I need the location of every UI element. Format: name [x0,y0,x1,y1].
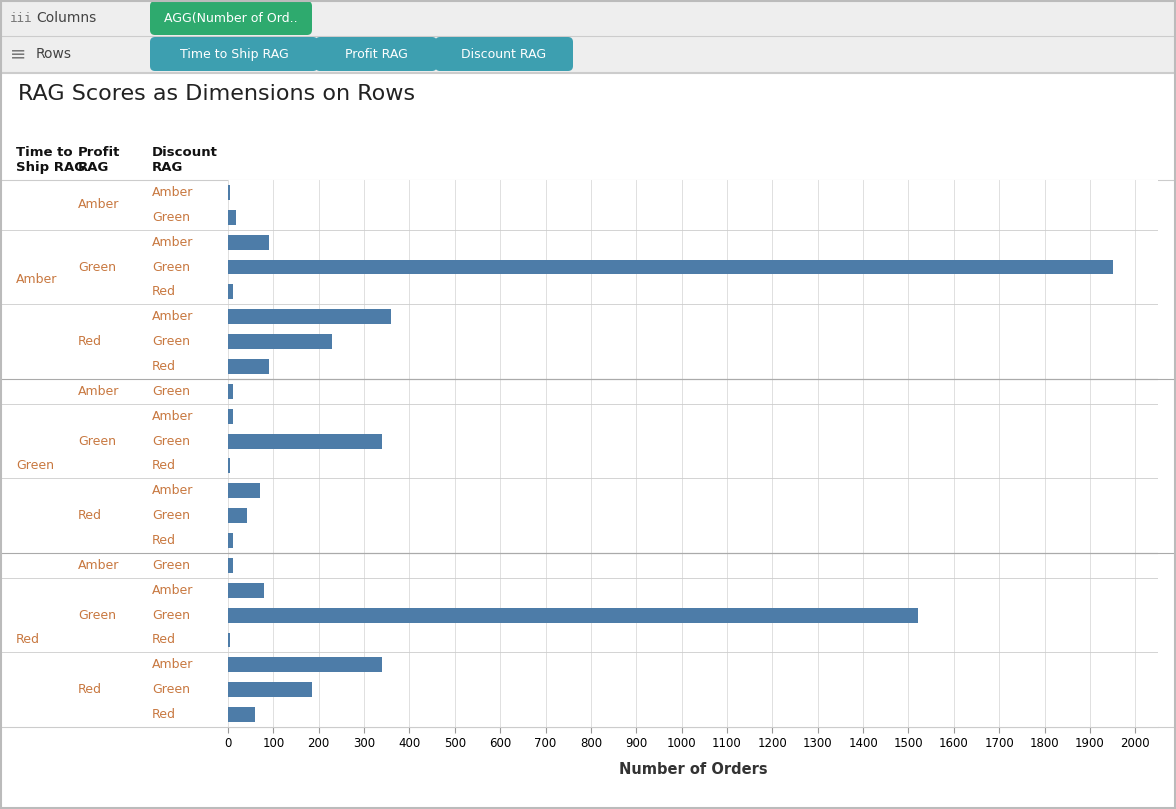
Bar [228,707,255,722]
Text: Red: Red [78,509,102,522]
Text: Green: Green [152,260,191,273]
Text: Time to
Ship RAG: Time to Ship RAG [16,146,85,174]
Bar [228,285,233,299]
Bar [228,658,382,672]
Text: Amber: Amber [152,409,193,423]
Text: Amber: Amber [152,485,193,498]
Text: Green: Green [152,559,191,572]
Text: Amber: Amber [78,385,120,398]
Text: Columns: Columns [36,11,96,25]
Text: Red: Red [152,708,176,721]
Text: Amber: Amber [78,198,120,211]
X-axis label: Number of Orders: Number of Orders [619,761,767,777]
Text: Green: Green [152,509,191,522]
Bar [0,0,1176,36]
Bar [0,36,1176,72]
Text: Amber: Amber [152,310,193,324]
Bar [228,384,234,399]
FancyBboxPatch shape [315,37,437,71]
Bar [228,682,312,697]
Text: Time to Ship RAG: Time to Ship RAG [180,48,288,61]
Bar [228,608,917,623]
FancyBboxPatch shape [435,37,573,71]
Text: Amber: Amber [152,659,193,671]
Text: Discount
RAG: Discount RAG [152,146,218,174]
Text: AGG(Number of Ord..: AGG(Number of Ord.. [165,11,298,24]
Text: Green: Green [16,460,54,472]
Text: Amber: Amber [152,584,193,597]
Text: Green: Green [78,608,116,621]
Bar [228,459,230,473]
Text: Red: Red [78,335,102,348]
Text: RAG Scores as Dimensions on Rows: RAG Scores as Dimensions on Rows [18,84,415,104]
Text: Red: Red [152,360,176,373]
Text: Red: Red [152,534,176,547]
Bar [228,359,269,374]
Text: Amber: Amber [78,559,120,572]
Text: Red: Red [78,684,102,697]
Text: Amber: Amber [152,186,193,199]
Text: Green: Green [78,260,116,273]
Bar [228,309,392,324]
FancyBboxPatch shape [151,37,318,71]
Bar [228,508,247,523]
Text: Rows: Rows [36,47,72,61]
Bar [228,260,1112,274]
Bar [228,210,236,225]
Text: Green: Green [78,434,116,447]
Text: Red: Red [152,286,176,299]
Text: Green: Green [152,385,191,398]
Bar [228,235,269,250]
Bar [228,185,230,200]
Text: ≡: ≡ [11,44,26,63]
Text: Red: Red [16,633,40,646]
Bar [228,558,233,573]
Text: Green: Green [152,684,191,697]
Text: Green: Green [152,608,191,621]
Text: Green: Green [152,211,191,224]
Text: Amber: Amber [152,235,193,248]
Text: Red: Red [152,633,176,646]
Text: Green: Green [152,434,191,447]
Text: Discount RAG: Discount RAG [461,48,547,61]
Bar [228,334,333,349]
Bar [228,582,265,598]
Bar [228,533,233,548]
Bar [228,434,382,448]
Bar [228,483,260,498]
Text: Profit
RAG: Profit RAG [78,146,120,174]
Bar [228,633,230,647]
Text: Profit RAG: Profit RAG [345,48,407,61]
Text: Red: Red [152,460,176,472]
Text: Amber: Amber [16,273,58,286]
Text: iii: iii [11,11,33,24]
Text: Green: Green [152,335,191,348]
Bar [228,409,234,424]
FancyBboxPatch shape [151,1,312,35]
